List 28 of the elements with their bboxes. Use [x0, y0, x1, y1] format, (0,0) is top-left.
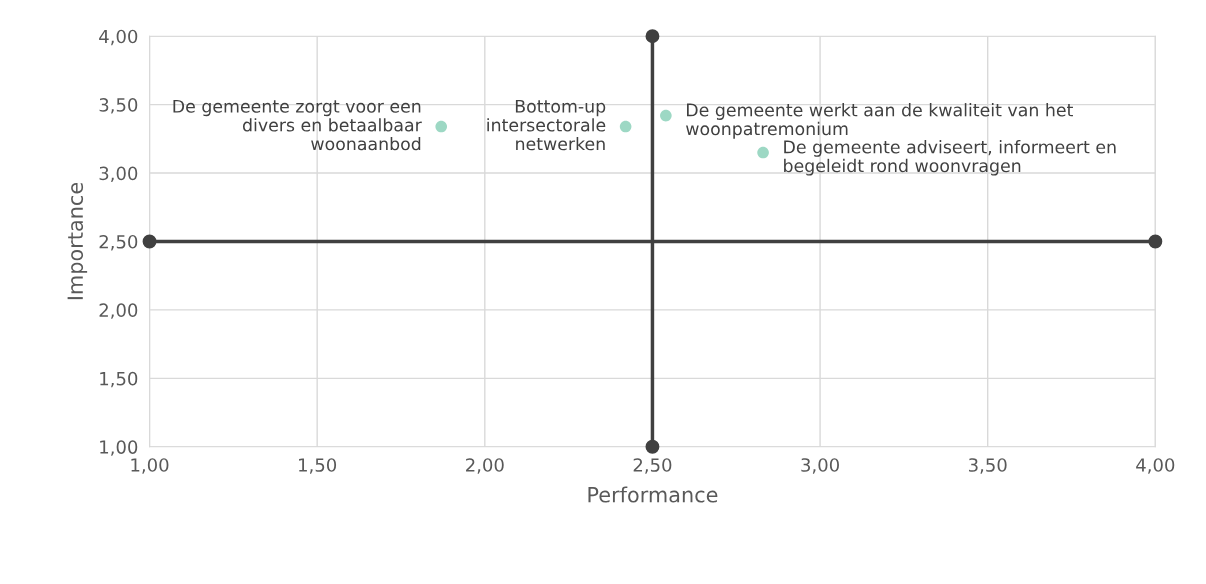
x-tick-label: 2,50 [633, 458, 672, 474]
annotation: De gemeente zorgt voor een divers en betaalbaar woonaanbod [173, 99, 422, 151]
annotation: De gemeente werkt aan de kwaliteit van het woonpatremonium [686, 103, 1073, 139]
x-tick-label: 3,50 [968, 458, 1007, 474]
y-axis-title: Importance [67, 182, 88, 300]
x-tick-label: 1,00 [131, 458, 169, 474]
point [142, 234, 157, 249]
point [660, 109, 672, 122]
y-tick-label: 2,00 [99, 303, 138, 319]
x-axis-title: Performance [588, 486, 718, 503]
point [645, 29, 660, 44]
y-tick-label: 4,00 [99, 29, 138, 46]
x-tick-label: 1,50 [299, 458, 337, 474]
point [1148, 234, 1163, 249]
annotation: De gemeente adviseert, informeert en begeleidt rond woonvragen [784, 140, 1116, 176]
point [645, 439, 660, 454]
x-tick-label: 2,00 [466, 458, 504, 474]
point [757, 146, 769, 159]
point [619, 120, 632, 133]
y-tick-label: 2,50 [99, 234, 138, 251]
y-tick-label: 1,50 [100, 371, 138, 388]
x-tick-label: 3,00 [801, 458, 839, 474]
y-tick-label: 3,00 [99, 166, 138, 183]
point [435, 120, 448, 133]
y-tick-label: 1,00 [100, 440, 138, 456]
annotation: Bottom-up intersectorale netwerken [487, 99, 606, 151]
y-tick-label: 3,50 [99, 98, 138, 114]
x-tick-label: 4,00 [1136, 458, 1175, 474]
